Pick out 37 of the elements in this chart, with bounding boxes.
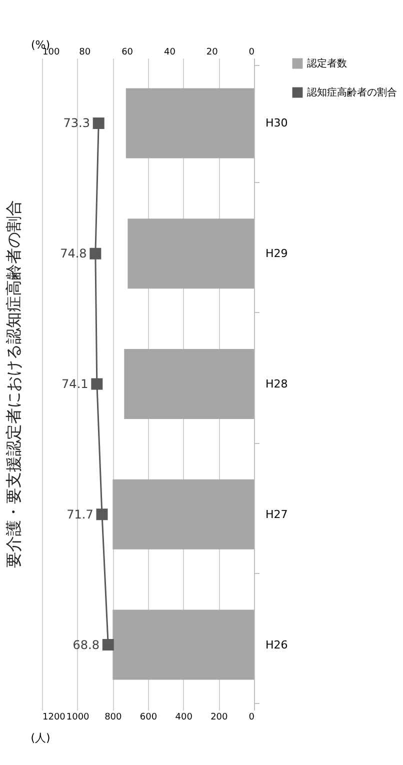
x-tick-label: 200 [210,712,228,722]
y-tick-label: H26 [266,638,288,652]
x-tick-label: 600 [140,712,158,722]
x-tick-label: 400 [175,712,193,722]
bar [128,218,254,289]
x-tick-label: 0 [248,712,255,722]
y-tick-label: H29 [266,247,288,260]
point [90,248,102,260]
point [92,117,104,129]
data-label: 74.8 [60,246,87,261]
legend-label: 認知症高齢者の割合 [307,86,397,98]
x2-tick-label: 80 [79,48,91,58]
x2-tick-label: 100 [42,48,60,58]
y-tick-label: H27 [266,508,288,521]
x-axis-title: (人) [30,732,50,744]
data-label: 73.3 [63,116,90,130]
data-label: 68.8 [72,638,100,652]
x2-tick-label: 60 [122,48,134,58]
x-tick-label: 1200 [42,712,66,722]
point [96,508,108,520]
bar [124,349,254,419]
bar [112,610,254,680]
y-tick-label: H28 [266,378,288,390]
bar [126,88,254,158]
x2-tick-label: 0 [248,48,255,58]
text: 要介護・要支援認定者における認知症高齢者の割合 [4,200,24,568]
data-label: 71.7 [66,507,94,522]
point [91,378,103,390]
x-tick-label: 800 [104,712,122,722]
bar [112,479,254,550]
y-tick-label: H30 [266,116,288,130]
point [102,639,114,651]
x-tick-label: 1000 [66,712,90,722]
x2-tick-label: 20 [206,48,218,58]
x2-tick-label: 40 [164,48,176,58]
data-label: 74.1 [62,377,88,391]
legend-label: 認定者数 [307,58,347,70]
